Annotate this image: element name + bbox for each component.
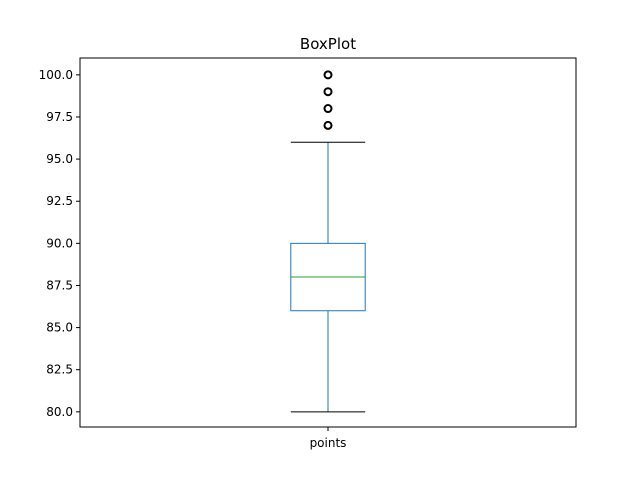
- y-tick-label: 97.5: [46, 110, 73, 124]
- y-tick-label: 80.0: [46, 405, 73, 419]
- y-tick-label: 90.0: [46, 236, 73, 250]
- plot-frame: [79, 57, 577, 428]
- y-tick-label: 82.5: [46, 363, 73, 377]
- x-tick-label: points: [310, 436, 347, 450]
- y-tick-label: 100.0: [39, 68, 73, 82]
- outlier-point: [323, 70, 333, 80]
- outlier-point: [323, 104, 333, 114]
- chart-title: BoxPlot: [300, 35, 356, 53]
- y-tick-label: 92.5: [46, 194, 73, 208]
- y-tick-label: 95.0: [46, 152, 73, 166]
- box-points: [290, 70, 366, 413]
- y-tick-label: 85.0: [46, 321, 73, 335]
- outlier-point: [323, 87, 333, 97]
- y-axis: 80.0 82.5 85.0 87.5 90.0 92.5 95.0 97.5 100.0: [39, 68, 80, 419]
- y-tick-label: 87.5: [46, 278, 73, 292]
- plot-area: [290, 70, 366, 413]
- x-axis: points: [310, 427, 347, 450]
- outlier-point: [323, 120, 333, 130]
